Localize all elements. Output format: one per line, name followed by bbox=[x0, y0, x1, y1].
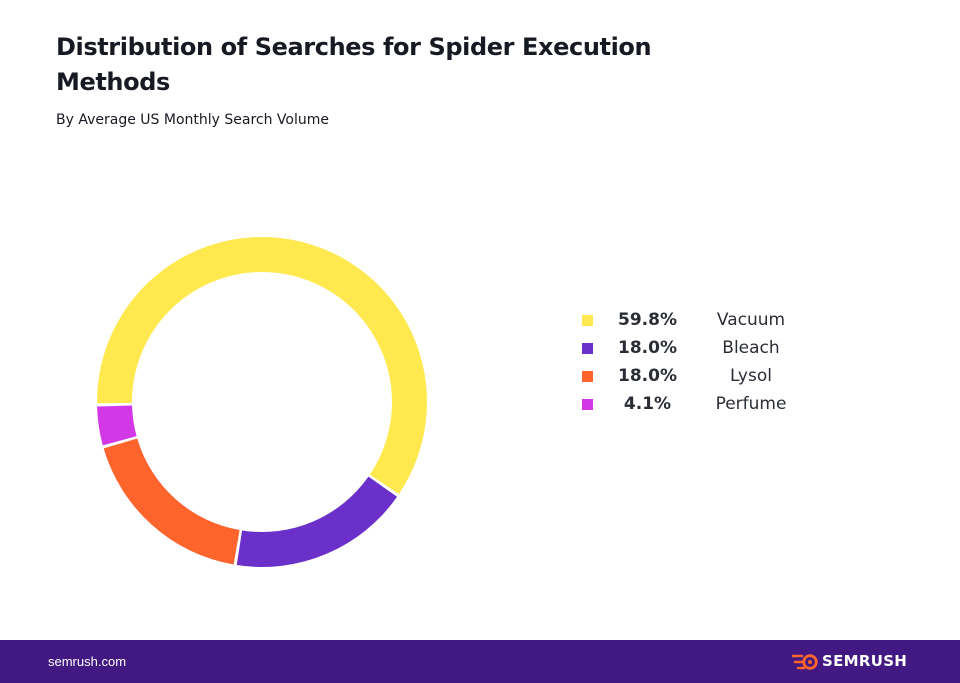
brand-name: SEMRUSH bbox=[822, 652, 908, 670]
donut-slice-lysol bbox=[103, 438, 240, 565]
donut-slice-vacuum bbox=[97, 237, 427, 495]
legend-item-bleach: 18.0% Bleach bbox=[580, 336, 840, 364]
chart-title: Distribution of Searches for Spider Exec… bbox=[56, 33, 652, 96]
donut-slice-perfume bbox=[97, 405, 137, 446]
donut-chart bbox=[97, 237, 427, 567]
legend-item-perfume: 4.1% Perfume bbox=[580, 392, 840, 420]
legend-label-bleach: Bleach bbox=[722, 338, 780, 358]
legend-swatch-lysol bbox=[582, 371, 593, 382]
legend-item-lysol: 18.0% Lysol bbox=[580, 364, 840, 392]
legend-value-bleach: 18.0% bbox=[618, 338, 677, 358]
legend-value-perfume: 4.1% bbox=[623, 394, 672, 414]
legend-label-vacuum: Vacuum bbox=[716, 310, 786, 330]
footer-site-link[interactable]: semrush.com bbox=[48, 654, 127, 669]
semrush-flame-logo-icon bbox=[792, 654, 818, 670]
legend-item-vacuum: 59.8% Vacuum bbox=[580, 308, 840, 336]
legend-swatch-bleach bbox=[582, 343, 593, 354]
legend-value-lysol: 18.0% bbox=[618, 366, 677, 386]
legend-value-vacuum: 59.8% bbox=[618, 310, 677, 330]
chart-subtitle: By Average US Monthly Search Volume bbox=[56, 112, 329, 128]
footer-bar: semrush.com SEMRUSH bbox=[0, 640, 960, 683]
legend-swatch-vacuum bbox=[582, 315, 593, 326]
donut-slice-bleach bbox=[236, 476, 398, 567]
legend-swatch-perfume bbox=[582, 399, 593, 410]
chart-legend: 59.8% Vacuum 18.0% Bleach 18.0% Lysol 4.… bbox=[580, 308, 840, 420]
legend-label-perfume: Perfume bbox=[715, 394, 787, 414]
legend-label-lysol: Lysol bbox=[730, 366, 772, 386]
